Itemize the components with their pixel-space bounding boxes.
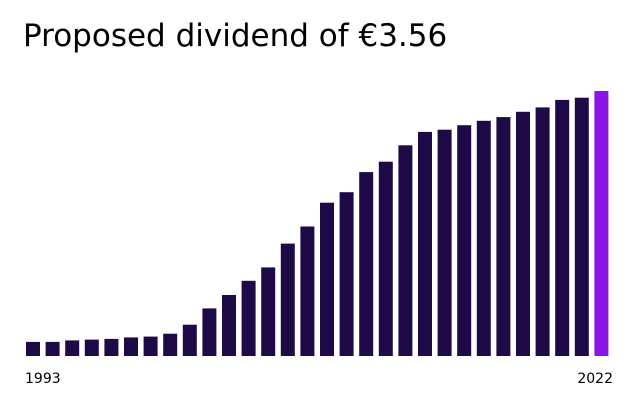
bar-2013 [418,131,432,356]
bar-1995 [65,340,80,356]
bar-2010 [359,172,374,356]
bar-2021 [574,97,589,356]
x-tick-label-start: 1993 [25,371,61,387]
bar-1994 [45,341,60,356]
bar-2007 [300,226,315,356]
bar-2001 [182,324,197,356]
chart-title: Proposed dividend of €3.56 [23,18,448,54]
bar-1997 [104,338,119,356]
bar-1996 [84,339,99,356]
bar-1999 [143,336,158,356]
bar-2018 [516,111,530,356]
bar-2005 [261,267,276,356]
x-tick-label-end: 2022 [577,371,613,387]
bar-2014 [437,129,452,356]
bar-2020 [555,99,570,357]
bar-2012 [398,145,413,356]
bar-2003 [222,295,236,356]
bar-2011 [378,161,393,356]
bar-2008 [320,202,334,356]
bar-series [26,91,609,357]
bar-1998 [124,337,138,356]
bar-2004 [241,280,256,356]
bar-1993 [26,341,40,356]
bar-highlight-2022 [594,91,609,356]
bar-2016 [476,120,491,356]
bar-2015 [457,125,472,356]
bar-2019 [535,107,550,357]
bar-2006 [280,243,295,356]
bar-2000 [163,333,178,356]
bar-2009 [339,192,354,356]
bar-2002 [202,308,217,356]
bar-2017 [496,117,511,356]
